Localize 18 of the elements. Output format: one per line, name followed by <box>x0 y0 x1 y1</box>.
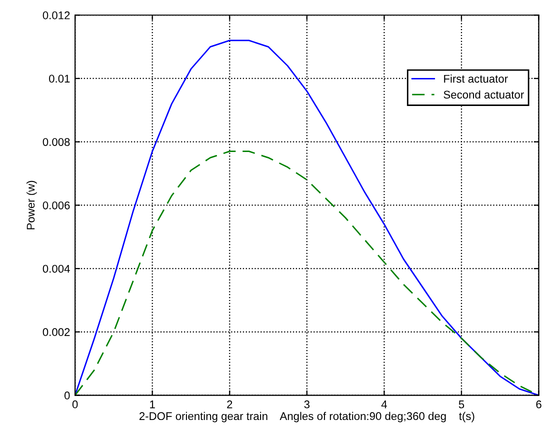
x-tick-label: 1 <box>150 400 155 408</box>
x-tick-label: 0 <box>72 400 78 408</box>
y-tick-label: 0.008 <box>42 138 70 146</box>
y-tick-label: 0.004 <box>42 264 70 273</box>
x-tick-label: 5 <box>458 400 464 408</box>
x-tick-label: 3 <box>304 400 310 408</box>
x-tick-label: 6 <box>536 400 542 408</box>
y-axis-title: Power (w) <box>26 180 37 230</box>
legend-label: First actuator <box>444 74 508 83</box>
x-tick-label: 2 <box>227 400 232 408</box>
x-axis-title: 2-DOF orienting gear train Angles of rotation:90 deg;360 deg t(s) <box>139 412 474 422</box>
y-tick-label: 0.012 <box>42 11 70 20</box>
legend-label: Second actuator <box>444 90 524 99</box>
x-tick-label: 4 <box>381 400 387 408</box>
y-tick-label: 0.01 <box>49 74 70 83</box>
y-tick-label: 0.006 <box>42 201 70 210</box>
y-tick-label: 0.002 <box>42 328 70 336</box>
y-tick-label: 0 <box>64 392 70 400</box>
